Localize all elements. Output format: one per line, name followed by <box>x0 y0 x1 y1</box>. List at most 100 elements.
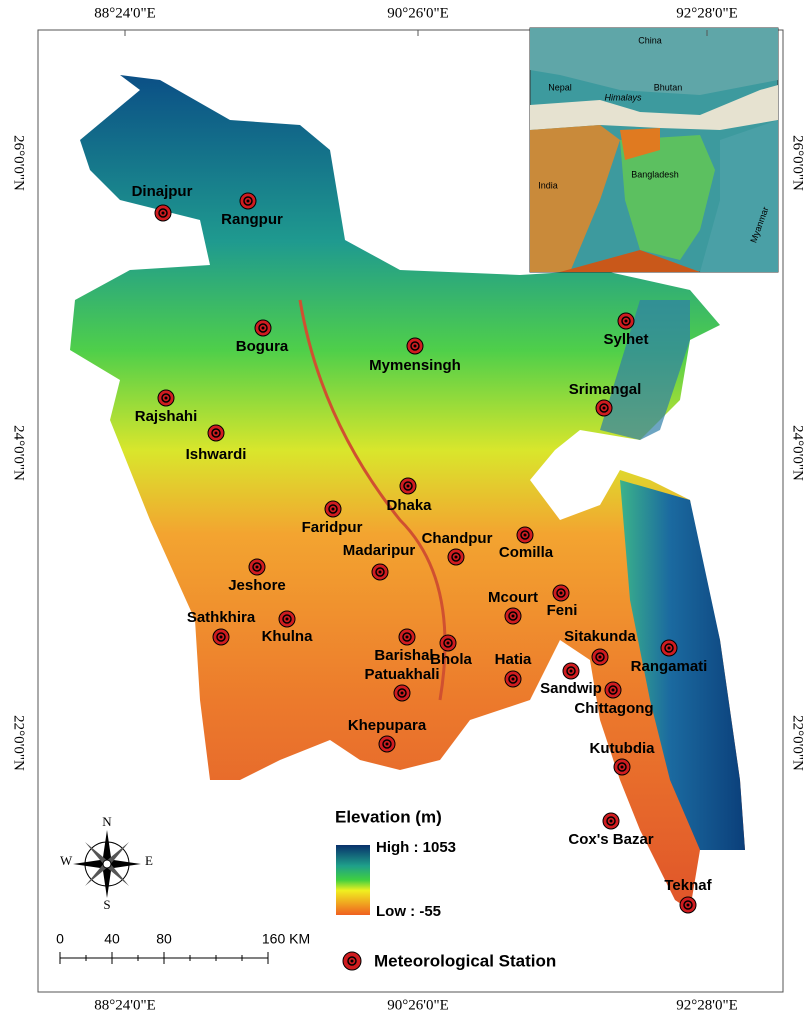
longitude-label: 88°24'0"E <box>94 5 156 21</box>
station-label: Barishal <box>374 647 433 664</box>
station-dot <box>523 533 527 537</box>
station-label: Rangamati <box>631 658 708 675</box>
station-marker <box>552 584 570 602</box>
station-dot <box>446 641 450 645</box>
station-marker <box>595 399 613 417</box>
station-label: Khulna <box>262 628 313 645</box>
station-marker <box>660 639 678 657</box>
station-marker <box>239 192 257 210</box>
station-label: Srimangal <box>569 381 642 398</box>
inset-label: Nepal <box>548 82 572 92</box>
frame <box>37 29 784 993</box>
station-dot <box>406 484 410 488</box>
inset-label: Bangladesh <box>631 169 679 179</box>
station-label: Ishwardi <box>186 446 247 463</box>
station-label: Sitakunda <box>564 628 636 645</box>
station-marker <box>324 500 342 518</box>
longitude-label: 90°26'0"E <box>387 997 449 1013</box>
latitude-label: 26°0'0"N <box>790 135 806 191</box>
station-inner <box>566 666 576 676</box>
station-label: Teknaf <box>664 877 712 894</box>
station-marker <box>504 670 522 688</box>
legend-title: Elevation (m) <box>335 807 442 826</box>
station-marker <box>406 337 424 355</box>
latitude-label: 26°0'0"N <box>11 135 27 191</box>
station-marker <box>613 758 631 776</box>
station-dot <box>559 591 563 595</box>
station-marker <box>591 648 609 666</box>
station-inner <box>161 393 171 403</box>
station-inner <box>402 632 412 642</box>
station-dot <box>602 406 606 410</box>
station-inner <box>403 481 413 491</box>
station-label: Chandpur <box>422 530 493 547</box>
station-inner <box>664 643 674 653</box>
station-dot <box>569 669 573 673</box>
station-label: Khepupara <box>348 717 427 734</box>
station-inner <box>375 567 385 577</box>
station-dot <box>285 617 289 621</box>
station-inner <box>520 530 530 540</box>
scale-label: 80 <box>156 931 172 947</box>
station-inner <box>606 816 616 826</box>
station-inner <box>599 403 609 413</box>
station-dot <box>331 507 335 511</box>
station-inner <box>621 316 631 326</box>
station-label: Patuakhali <box>364 666 439 683</box>
station-dot <box>620 765 624 769</box>
latitude-label: 22°0'0"N <box>790 715 806 771</box>
scale-label: 160 KM <box>262 931 310 947</box>
station-label: Hatia <box>495 651 532 668</box>
legend-ramp <box>336 845 370 915</box>
station-label: Madaripur <box>343 542 416 559</box>
station-marker <box>212 628 230 646</box>
station-dot <box>624 319 628 323</box>
station-marker <box>447 548 465 566</box>
station-dot <box>611 688 615 692</box>
station-dot <box>255 565 259 569</box>
station-label: Mcourt <box>488 589 538 606</box>
station-label: Cox's Bazar <box>568 831 653 848</box>
station-marker <box>398 628 416 646</box>
legend-station-symbol <box>342 951 362 971</box>
legend-high: High : 1053 <box>376 839 456 856</box>
station-dot <box>400 691 404 695</box>
station-marker <box>248 558 266 576</box>
station-marker <box>207 424 225 442</box>
station-marker <box>157 389 175 407</box>
station-marker <box>604 681 622 699</box>
station-dot <box>511 614 515 618</box>
station-inner <box>410 341 420 351</box>
station-dot <box>219 635 223 639</box>
compass <box>73 830 141 898</box>
station-inner <box>595 652 605 662</box>
station-dot <box>261 326 265 330</box>
station-inner <box>508 611 518 621</box>
compass-w: W <box>60 853 73 868</box>
inset-label: China <box>638 35 662 45</box>
compass-s: S <box>103 897 110 912</box>
station-marker <box>516 526 534 544</box>
latitude-label: 22°0'0"N <box>11 715 27 771</box>
station-inner <box>617 762 627 772</box>
station-label: Bhola <box>430 651 472 668</box>
station-inner <box>216 632 226 642</box>
station-marker <box>504 607 522 625</box>
station-label: Sathkhira <box>187 609 256 626</box>
station-inner <box>243 196 253 206</box>
station-marker <box>278 610 296 628</box>
station-marker <box>154 204 172 222</box>
hill-region <box>620 480 745 850</box>
inset-label: Himalays <box>604 92 642 102</box>
station-dot <box>214 431 218 435</box>
station-inner <box>508 674 518 684</box>
station-label: Rangpur <box>221 211 283 228</box>
station-label: Comilla <box>499 544 554 561</box>
station-label: Dinajpur <box>132 183 193 200</box>
inset-label: Bhutan <box>654 82 683 92</box>
station-label: Dhaka <box>386 497 432 514</box>
station-label: Jeshore <box>228 577 286 594</box>
station-dot <box>598 655 602 659</box>
station-label: Bogura <box>236 338 289 355</box>
station-label: Chittagong <box>574 700 653 717</box>
